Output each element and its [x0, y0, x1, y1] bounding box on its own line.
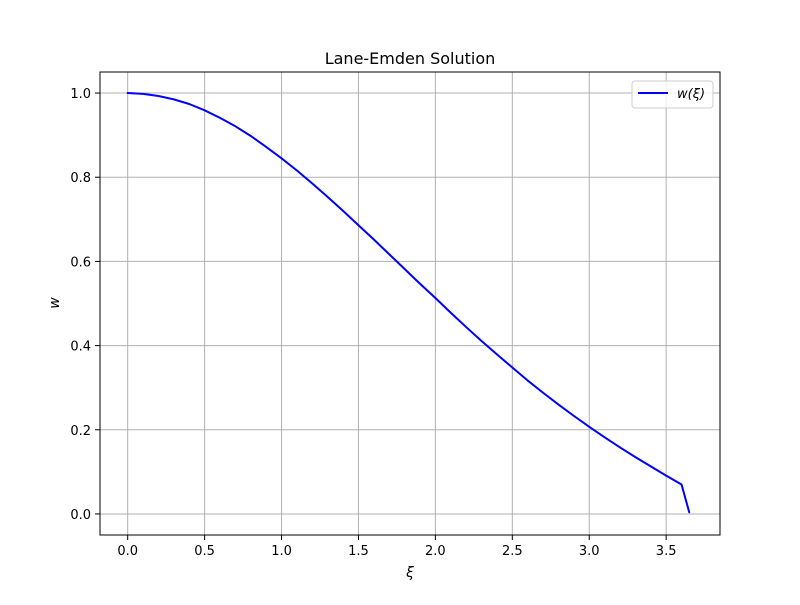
series-line-0 [126, 92, 691, 514]
x-tick-label: 0.5 [194, 544, 215, 559]
y-tick-label: 0.2 [70, 424, 91, 439]
grid [100, 72, 720, 535]
x-axis-title: ξ [405, 565, 414, 581]
x-tick-label: 1.0 [271, 544, 292, 559]
plot-frame [99, 71, 721, 536]
legend-label: w(ξ) [677, 87, 705, 102]
ticks: 0.0 0.5 1.0 1.5 2.0 2.5 3.0 3.5 0.0 0.2 0.4 0.6 0.8 1… [70, 87, 676, 559]
y-axis-title: w [47, 297, 63, 309]
x-tick-label: 2.0 [425, 544, 446, 559]
y-tick-label: 0.6 [70, 255, 91, 270]
x-tick-label: 0.0 [117, 544, 138, 559]
y-tick-label: 0.4 [70, 340, 91, 355]
series-layer [126, 92, 691, 514]
y-tick-label: 0.8 [70, 171, 91, 186]
y-tick-label: 1.0 [70, 87, 91, 102]
x-tick-label: 1.5 [348, 544, 369, 559]
y-tick-label: 0.0 [70, 508, 91, 523]
chart-title: Lane-Emden Solution [325, 49, 496, 68]
legend-box [631, 80, 714, 109]
legend: w(ξ) [631, 80, 714, 109]
x-tick-label: 3.0 [579, 544, 600, 559]
x-tick-label: 2.5 [502, 544, 523, 559]
x-tick-label: 3.5 [656, 544, 677, 559]
